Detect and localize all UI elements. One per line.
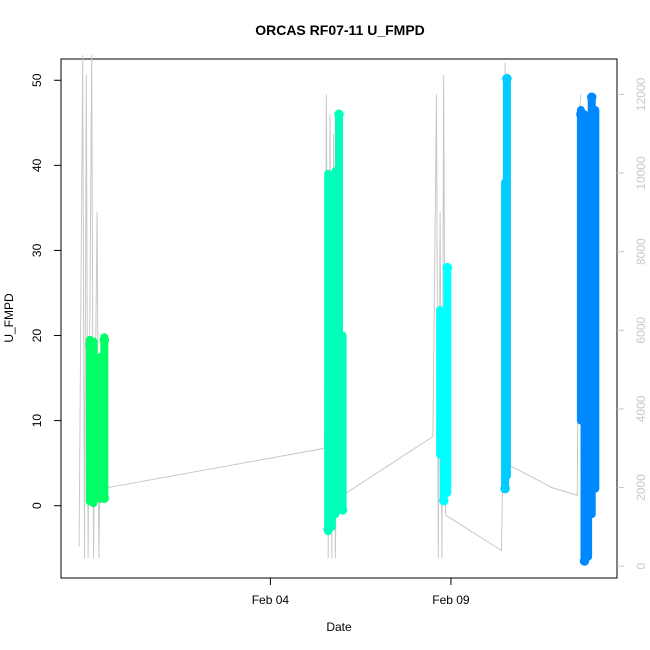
series-1-point-1 <box>334 109 344 120</box>
y2-tick-label: 0 <box>634 563 648 570</box>
y-tick-label: 10 <box>30 414 44 428</box>
y2-tick-label: 2000 <box>634 474 648 501</box>
x-tick-label: Feb 09 <box>432 593 470 607</box>
series-3-point-1 <box>500 483 510 494</box>
series-layer <box>85 73 600 566</box>
series-4-point-1 <box>586 92 597 103</box>
series-0-point-3 <box>99 493 110 503</box>
series-2-point-1 <box>442 262 453 273</box>
series-1 <box>323 109 348 536</box>
series-0-point-0 <box>85 339 95 349</box>
series-0 <box>85 333 110 508</box>
y2-tick-label: 8000 <box>634 238 648 265</box>
left-y-axis: 0 10 20 30 40 50 <box>30 73 61 509</box>
x-axis-label: Date <box>326 620 352 634</box>
x-axis: Feb 04 Feb 09 <box>252 578 470 607</box>
y-tick-label: 40 <box>30 158 44 172</box>
series-2 <box>436 262 453 506</box>
right-y-axis: 0 2000 4000 6000 8000 10000 12000 <box>617 77 648 570</box>
series-2-point-0 <box>438 495 449 506</box>
series-3-point-0 <box>502 73 512 84</box>
y-tick-label: 20 <box>30 329 44 343</box>
x-tick-label: Feb 04 <box>252 593 290 607</box>
y2-tick-label: 10000 <box>634 156 648 190</box>
series-1-point-0 <box>323 524 333 535</box>
series-0-point-2 <box>99 335 110 345</box>
plot-frame <box>60 58 618 579</box>
series-1-point-2 <box>337 505 348 515</box>
y2-tick-label: 4000 <box>634 395 648 422</box>
y2-tick-label: 6000 <box>634 317 648 344</box>
series-4-point-0 <box>579 556 590 566</box>
y-tick-label: 30 <box>30 243 44 257</box>
y-axis-label: U_FMPD <box>2 293 16 343</box>
y2-tick-label: 12000 <box>634 77 648 111</box>
series-4-point-2 <box>576 109 586 120</box>
series-4 <box>576 92 600 566</box>
y-tick-label: 0 <box>30 502 44 509</box>
series-3 <box>500 73 512 494</box>
chart-title: ORCAS RF07-11 U_FMPD <box>255 22 425 38</box>
y-tick-label: 50 <box>30 73 44 87</box>
series-0-point-1 <box>86 494 97 504</box>
